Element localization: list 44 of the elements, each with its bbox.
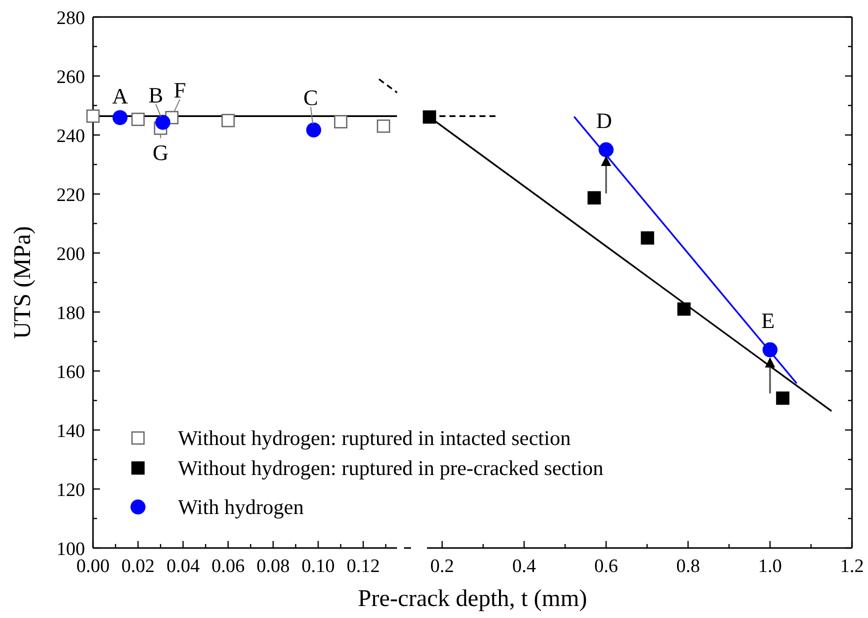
x-tick-label: 0.12 — [346, 556, 380, 577]
point — [376, 120, 390, 133]
y-tick-label: 140 — [56, 421, 85, 442]
x-tick-label: 0.6 — [594, 556, 618, 577]
point — [221, 114, 235, 128]
y-tick-label: 220 — [56, 185, 85, 206]
y-tick-label: 160 — [56, 362, 85, 383]
x-tick-label: 0.02 — [121, 556, 155, 577]
x-tick-label: 1.2 — [840, 556, 864, 577]
x-tick-label: 1.0 — [758, 556, 782, 577]
y-axis-title: UTS (MPa) — [10, 226, 36, 339]
annotation: C — [303, 84, 318, 110]
x-tick-label: 0.10 — [302, 556, 335, 577]
y-tick-label: 120 — [56, 480, 85, 501]
point — [112, 110, 128, 126]
y-tick-label: 240 — [56, 126, 85, 147]
annotation: F — [174, 78, 186, 103]
y-tick-label: 260 — [56, 67, 85, 88]
point — [155, 114, 170, 130]
annotation: D — [596, 108, 612, 133]
legend-label: Without hydrogen: ruptured in intacted section — [178, 426, 572, 450]
x-axis-title: Pre-crack depth, t (mm) — [358, 586, 588, 612]
x-tick-label: 0.4 — [512, 556, 537, 577]
point — [588, 191, 601, 204]
annotation: E — [761, 308, 775, 333]
annotation: A — [112, 84, 128, 109]
point — [334, 115, 348, 128]
y-tick-label: 280 — [56, 8, 85, 29]
y-tick-label: 200 — [56, 244, 85, 265]
point — [306, 122, 322, 138]
x-tick-label: 0.04 — [166, 556, 200, 577]
x-tick-label: 0.06 — [211, 556, 245, 577]
annotation: G — [152, 140, 169, 166]
y-tick-label: 180 — [56, 303, 85, 324]
annotation: B — [148, 82, 164, 108]
point — [776, 391, 790, 405]
x-tick-label: 0.2 — [430, 556, 454, 577]
point — [131, 112, 145, 126]
point — [86, 109, 100, 123]
point — [640, 231, 654, 245]
x-tick-label: 0.08 — [256, 556, 290, 577]
x-tick-label: 0.8 — [676, 556, 700, 577]
legend-label: With hydrogen — [178, 495, 304, 519]
text: Without hydrogen: ruptured in pre-cracked section — [178, 456, 604, 480]
